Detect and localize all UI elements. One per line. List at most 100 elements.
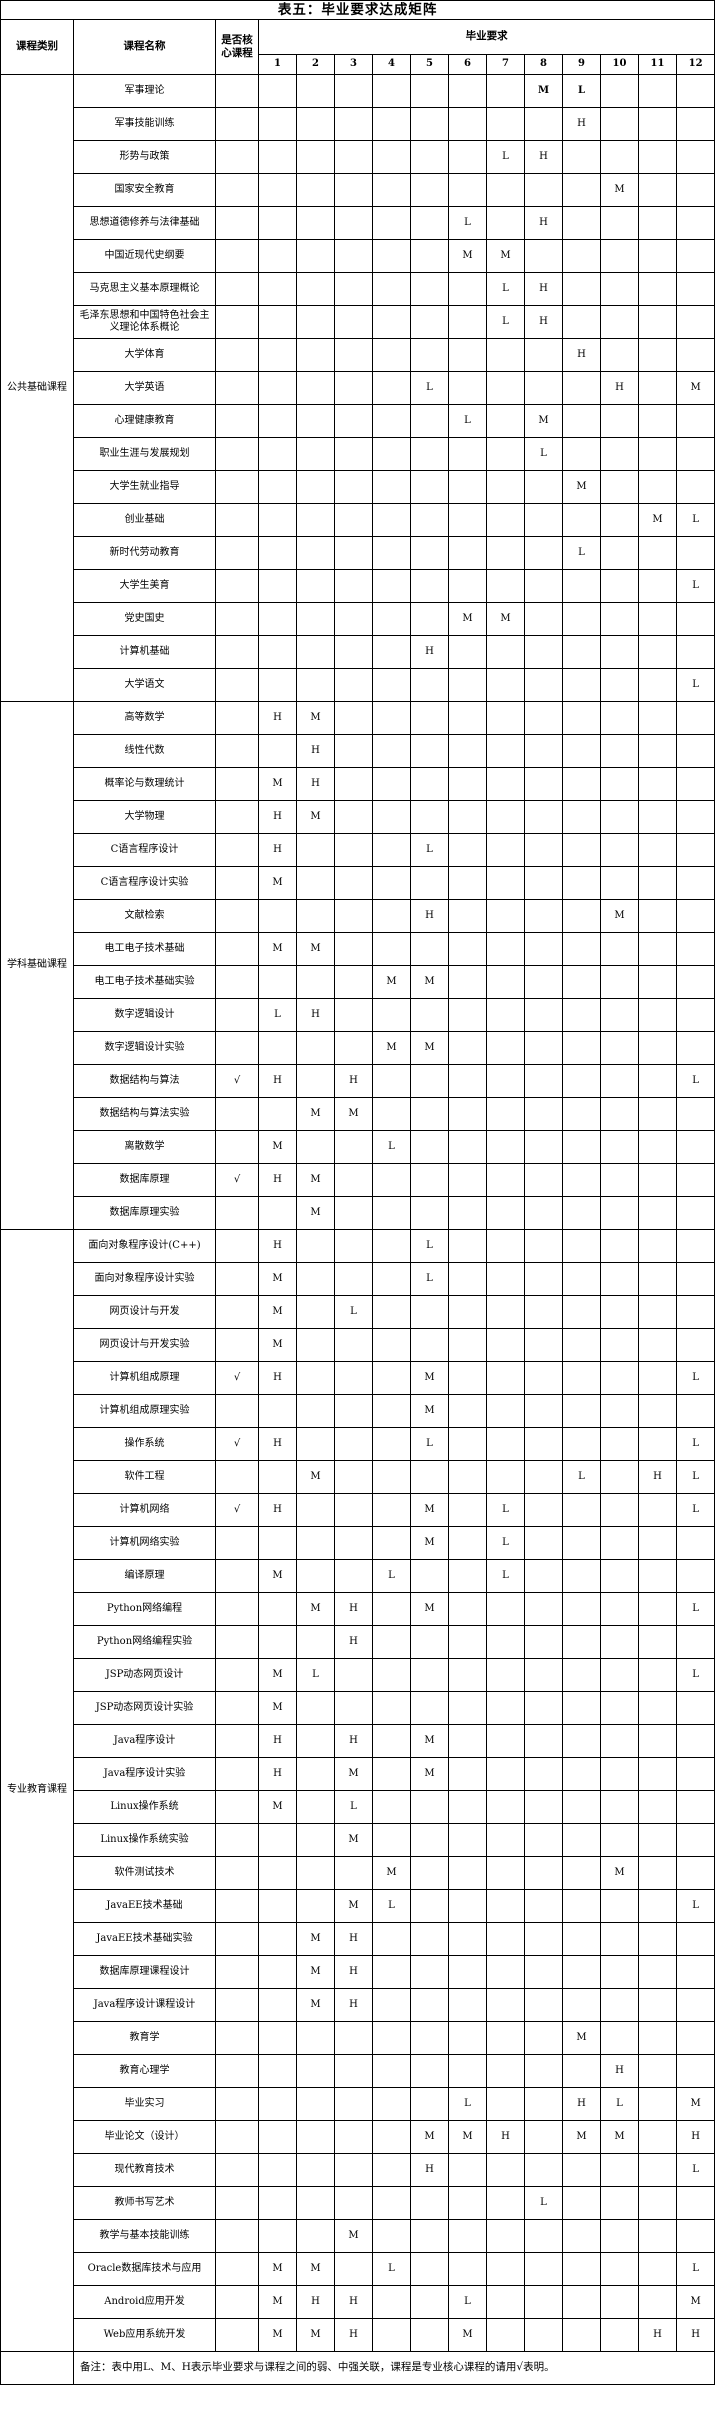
requirement-mark-cell	[372, 404, 411, 438]
requirement-mark-cell	[258, 371, 297, 405]
requirement-mark-cell	[372, 1493, 411, 1527]
course-name-cell: 大学英语	[73, 371, 216, 405]
requirement-mark-cell	[638, 800, 677, 834]
requirement-mark-cell	[638, 1955, 677, 1989]
course-name-cell: 计算机组成原理	[73, 1361, 216, 1395]
requirement-mark-cell: L	[486, 1526, 525, 1560]
requirement-mark-cell: H	[562, 338, 601, 372]
requirement-mark-cell	[486, 1031, 525, 1065]
requirement-mark-cell	[258, 569, 297, 603]
requirement-mark-cell	[638, 932, 677, 966]
requirement-mark-cell	[562, 569, 601, 603]
course-row: 党史国史 M M	[1, 602, 715, 636]
course-row: 面向对象程序设计实验 M L	[1, 1262, 715, 1296]
requirement-mark-cell: M	[296, 1163, 335, 1197]
requirement-mark-cell	[448, 734, 487, 768]
requirement-mark-cell	[600, 74, 639, 108]
requirement-mark-cell	[372, 1196, 411, 1230]
core-course-cell	[215, 1922, 259, 1956]
requirement-mark-cell	[258, 536, 297, 570]
requirement-mark-cell	[258, 239, 297, 273]
requirement-number-1: 1	[258, 54, 297, 75]
requirement-mark-cell	[372, 2219, 411, 2253]
requirement-mark-cell	[258, 965, 297, 999]
requirement-mark-cell	[372, 338, 411, 372]
requirement-mark-cell	[410, 437, 449, 471]
requirement-mark-cell	[372, 2087, 411, 2121]
course-name-cell: Linux操作系统实验	[73, 1823, 216, 1857]
requirement-mark-cell	[334, 800, 373, 834]
requirement-mark-cell	[638, 1790, 677, 1824]
requirement-mark-cell	[486, 1955, 525, 1989]
requirement-mark-cell	[524, 767, 563, 801]
requirement-mark-cell	[486, 1064, 525, 1098]
requirement-mark-cell	[334, 2120, 373, 2154]
course-row: 公共基础课程 军事理论 M L	[0, 74, 715, 702]
requirement-mark-cell	[562, 1823, 601, 1857]
requirement-mark-cell	[372, 503, 411, 537]
course-row: 毕业实习 L H L M	[1, 2087, 715, 2121]
requirement-mark-cell	[448, 1856, 487, 1890]
requirement-mark-cell	[296, 1889, 335, 1923]
requirement-mark-cell	[600, 1064, 639, 1098]
requirement-mark-cell	[410, 1163, 449, 1197]
core-course-cell	[215, 866, 259, 900]
table-note: 备注：表中用L、M、H表示毕业要求与课程之间的弱、中强关联，课程是专业核心课程的…	[72, 2351, 715, 2385]
requirement-mark-cell	[410, 569, 449, 603]
core-course-cell	[215, 767, 259, 801]
requirement-mark-cell	[600, 932, 639, 966]
course-name-cell: 国家安全教育	[73, 173, 216, 207]
course-row: 大学语文 L	[1, 668, 715, 702]
requirement-mark-cell	[562, 1229, 601, 1263]
requirement-mark-cell	[410, 1856, 449, 1890]
requirement-number-12: 12	[675, 54, 715, 75]
requirement-mark-cell: H	[638, 2318, 677, 2352]
requirement-mark-cell	[524, 965, 563, 999]
requirement-mark-cell	[448, 503, 487, 537]
requirement-mark-cell	[448, 536, 487, 570]
requirement-mark-cell	[524, 1889, 563, 1923]
requirement-mark-cell	[524, 1328, 563, 1362]
requirement-mark-cell: M	[410, 1493, 449, 1527]
requirement-mark-cell	[486, 2285, 525, 2319]
requirement-mark-cell	[600, 2318, 639, 2352]
requirement-mark-cell	[600, 107, 639, 141]
requirement-mark-cell	[410, 2318, 449, 2352]
requirement-mark-cell: L	[258, 998, 297, 1032]
requirement-mark-cell	[486, 74, 525, 108]
requirement-mark-cell	[296, 1328, 335, 1362]
requirement-mark-cell	[372, 1097, 411, 1131]
course-row: 教学与基本技能训练 M	[1, 2219, 715, 2253]
requirement-mark-cell: M	[296, 1592, 335, 1626]
requirement-mark-cell	[334, 173, 373, 207]
requirement-mark-cell	[638, 1889, 677, 1923]
course-name-cell: Java程序设计	[73, 1724, 216, 1758]
requirement-mark-cell	[448, 173, 487, 207]
requirement-mark-cell	[334, 1526, 373, 1560]
requirement-mark-cell	[296, 899, 335, 933]
course-name-cell: 军事技能训练	[73, 107, 216, 141]
requirement-mark-cell: L	[675, 1064, 715, 1098]
requirement-mark-cell	[372, 2153, 411, 2187]
requirement-mark-cell	[448, 800, 487, 834]
course-name-cell: 中国近现代史纲要	[73, 239, 216, 273]
header-category: 课程类别	[0, 19, 74, 75]
requirement-mark-cell	[675, 1229, 715, 1263]
requirement-mark-cell: L	[448, 2285, 487, 2319]
core-course-cell	[215, 206, 259, 240]
course-name-cell: 软件工程	[73, 1460, 216, 1494]
category-cell: 公共基础课程	[0, 74, 74, 702]
requirement-mark-cell	[675, 404, 715, 438]
requirement-mark-cell	[524, 1856, 563, 1890]
requirement-mark-cell	[296, 965, 335, 999]
requirement-mark-cell	[448, 1064, 487, 1098]
requirement-mark-cell	[562, 965, 601, 999]
requirement-mark-cell	[638, 1592, 677, 1626]
requirement-number-9: 9	[562, 54, 601, 75]
requirement-mark-cell	[638, 107, 677, 141]
requirement-mark-cell	[486, 1889, 525, 1923]
requirement-mark-cell	[258, 470, 297, 504]
core-course-cell	[215, 998, 259, 1032]
requirement-mark-cell	[372, 800, 411, 834]
requirement-mark-cell	[562, 305, 601, 339]
